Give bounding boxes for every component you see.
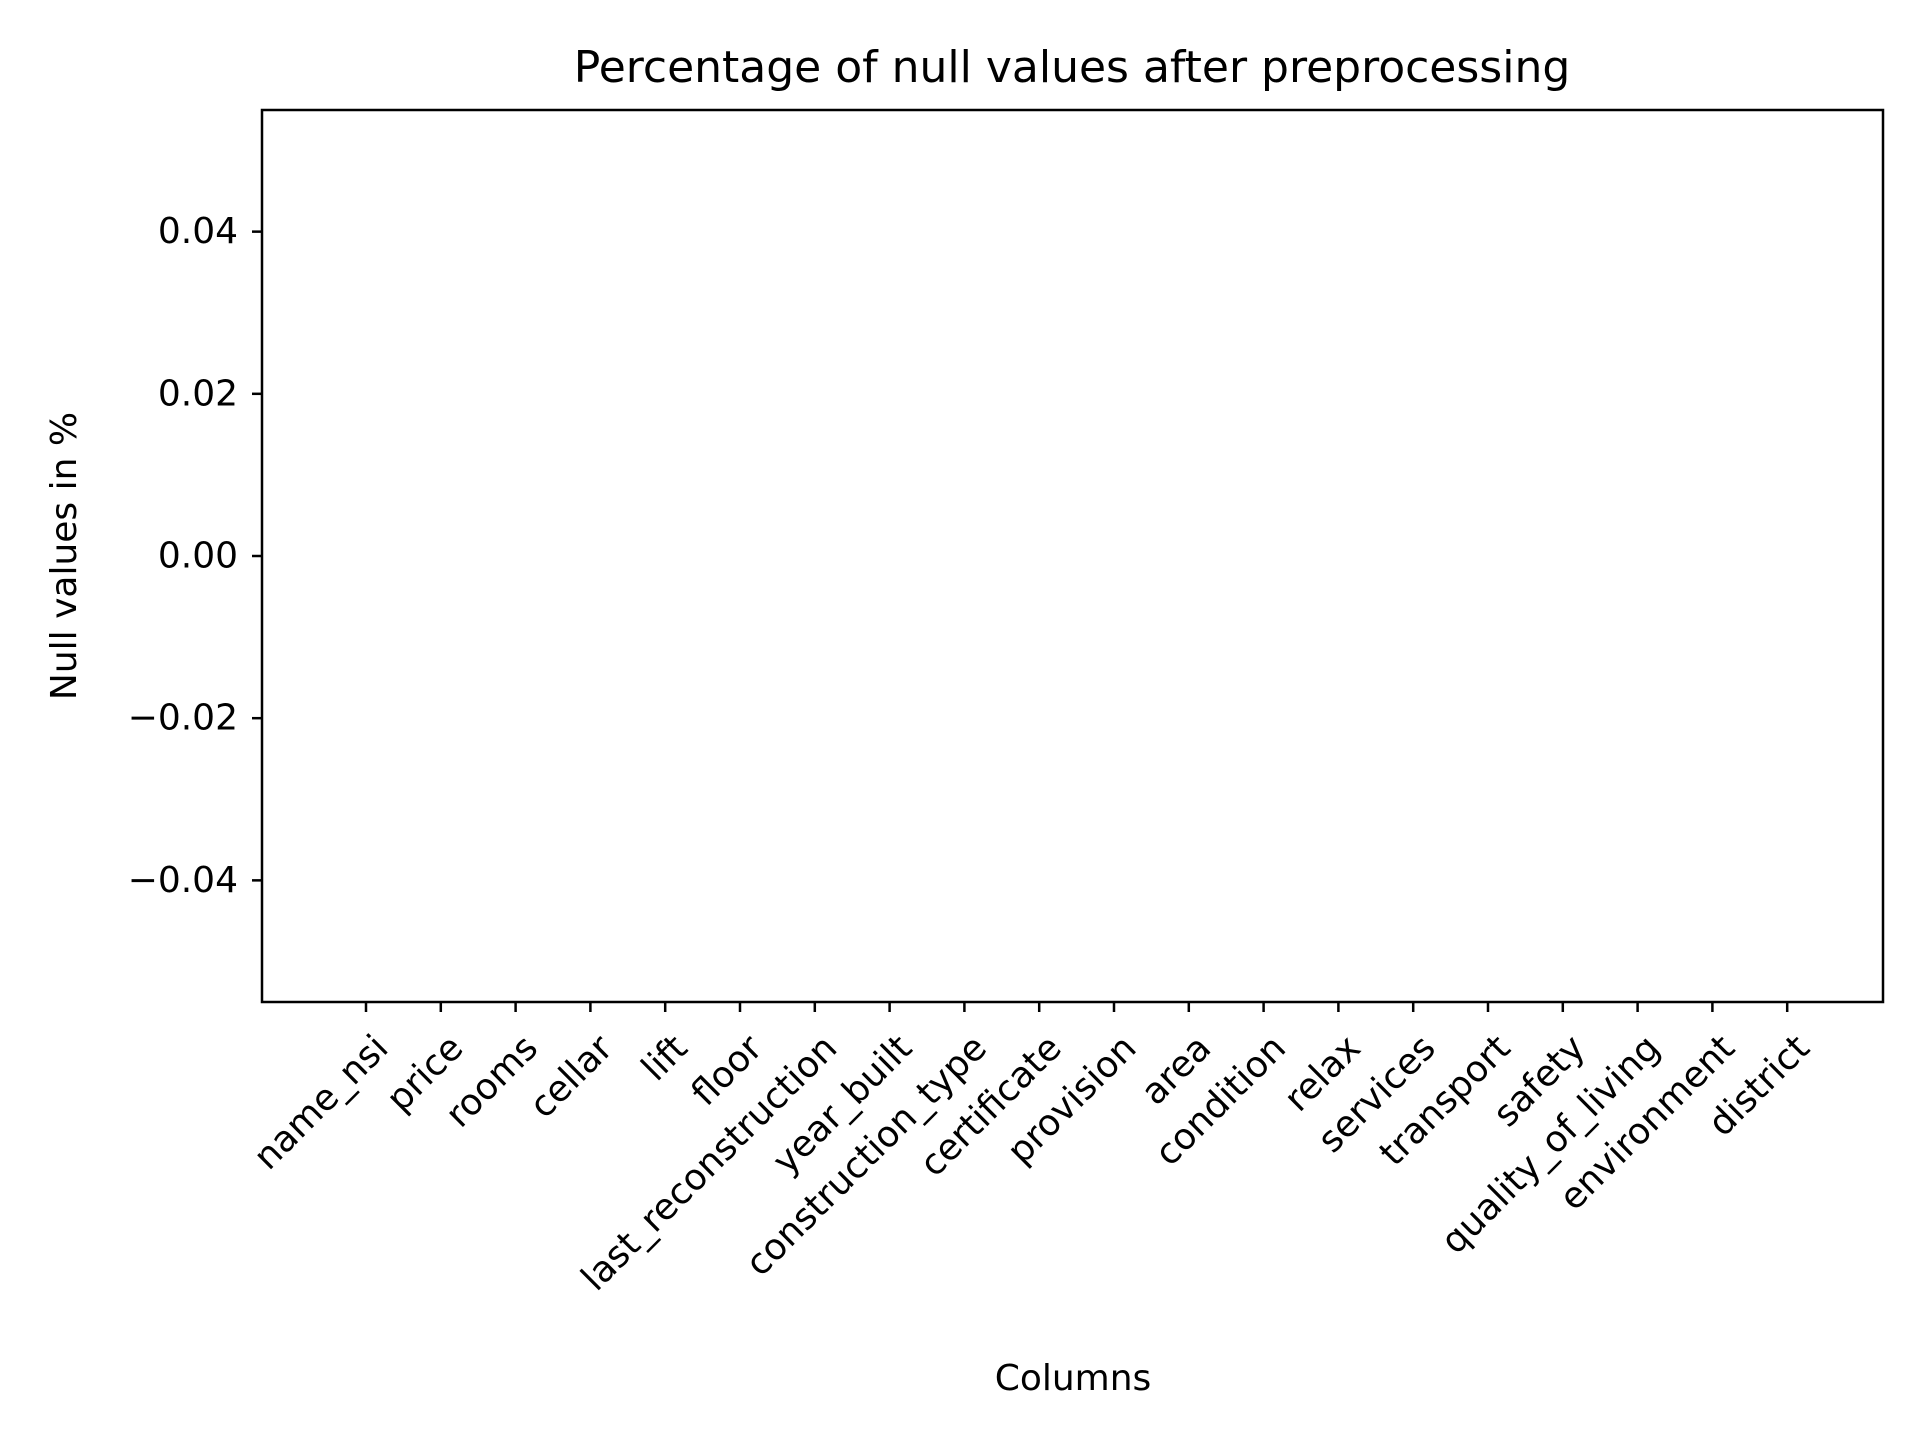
chart-title: Percentage of null values after preproce… [574,42,1571,93]
y-tick-label: 0.02 [158,373,238,414]
x-axis-label: Columns [995,1358,1152,1399]
y-tick-label: 0.00 [158,536,238,577]
plot-area-frame [260,108,1885,1004]
y-tick-label: 0.04 [158,211,238,252]
y-axis-ticks: −0.04 −0.02 0.00 0.02 0.04 [128,211,262,901]
y-axis-label: Null values in % [44,412,85,700]
y-tick-label: −0.02 [128,698,238,739]
y-tick-label: −0.04 [128,860,238,901]
